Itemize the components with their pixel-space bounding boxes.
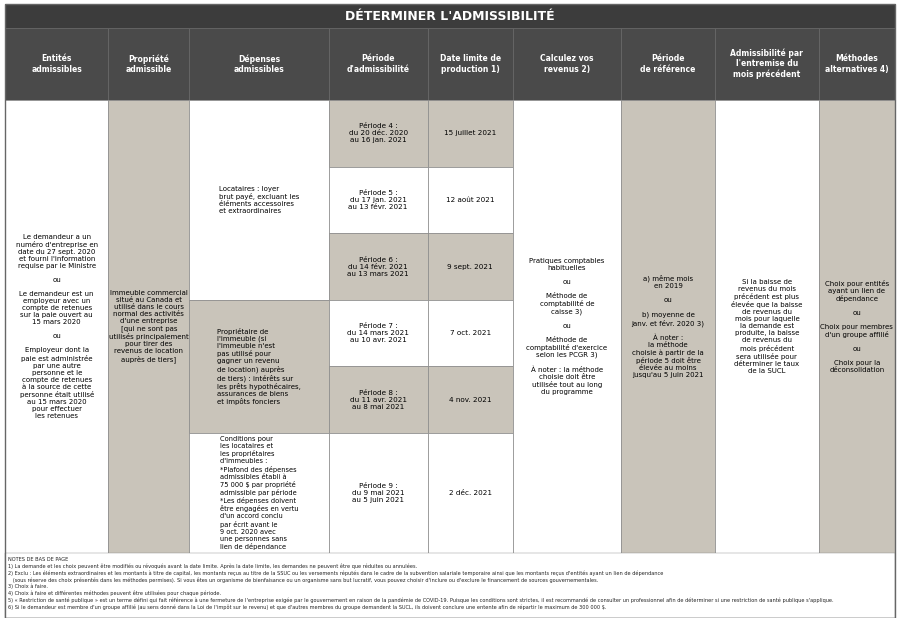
Text: 4 nov. 2021: 4 nov. 2021: [449, 397, 491, 403]
Bar: [328, 167, 428, 233]
Bar: [428, 366, 513, 433]
Text: Période
de référence: Période de référence: [640, 54, 696, 74]
Text: Propriétaire de
l'immeuble (si
l'immeuble n'est
pas utilisé pour
gagner un reven: Propriétaire de l'immeuble (si l'immeubl…: [217, 328, 301, 405]
Text: NOTES DE BAS DE PAGE
1) La demande et les choix peuvent être modifiés ou révoqué: NOTES DE BAS DE PAGE 1) La demande et le…: [8, 557, 833, 610]
Bar: [108, 28, 189, 100]
Bar: [428, 233, 513, 300]
Bar: [5, 28, 108, 100]
Bar: [189, 100, 328, 300]
Bar: [621, 100, 716, 553]
Text: Si la baisse de
revenus du mois
précédent est plus
élevée que la baisse
de reven: Si la baisse de revenus du mois précéden…: [731, 279, 803, 374]
Text: DÉTERMINER L'ADMISSIBILITÉ: DÉTERMINER L'ADMISSIBILITÉ: [346, 9, 554, 22]
Text: Immeuble commercial
situé au Canada et
utilisé dans le cours
normal des activité: Immeuble commercial situé au Canada et u…: [109, 290, 189, 363]
Text: Méthodes
alternatives 4): Méthodes alternatives 4): [825, 54, 888, 74]
Text: Choix pour entités
ayant un lien de
dépendance

ou

Choix pour membres
d'un grou: Choix pour entités ayant un lien de dépe…: [821, 280, 893, 373]
Text: 7 oct. 2021: 7 oct. 2021: [450, 330, 491, 336]
Bar: [189, 300, 328, 433]
Bar: [513, 100, 621, 553]
Bar: [189, 433, 328, 553]
Bar: [819, 28, 895, 100]
Bar: [428, 100, 513, 167]
Bar: [513, 28, 621, 100]
Bar: [819, 100, 895, 553]
Bar: [5, 100, 108, 553]
Bar: [716, 28, 819, 100]
Text: Conditions pour
les locataires et
les propriétaires
d'immeubles :
*Plafond des d: Conditions pour les locataires et les pr…: [220, 436, 298, 550]
Bar: [5, 4, 895, 28]
Bar: [189, 28, 328, 100]
Text: Locataires : loyer
brut payé, excluant les
éléments accessoires
et extraordinair: Locataires : loyer brut payé, excluant l…: [219, 186, 299, 214]
Bar: [428, 300, 513, 366]
Text: 2 déc. 2021: 2 déc. 2021: [449, 490, 491, 496]
Bar: [108, 100, 189, 553]
Bar: [328, 433, 428, 553]
Text: Le demandeur a un
numéro d'entreprise en
date du 27 sept. 2020
et fourni l'infor: Le demandeur a un numéro d'entreprise en…: [15, 234, 98, 419]
Text: Propriété
admissible: Propriété admissible: [126, 54, 172, 74]
Bar: [328, 300, 428, 366]
Bar: [621, 28, 716, 100]
Bar: [428, 28, 513, 100]
Text: Admissibilité par
l'entremise du
mois précédent: Admissibilité par l'entremise du mois pr…: [731, 49, 804, 80]
Text: Période 9 :
du 9 mai 2021
au 5 juin 2021: Période 9 : du 9 mai 2021 au 5 juin 2021: [352, 483, 404, 503]
Bar: [328, 366, 428, 433]
Bar: [328, 28, 428, 100]
Text: Date limite de
production 1): Date limite de production 1): [440, 54, 500, 74]
Text: Pratiques comptables
habituelles

ou

Méthode de
comptabilité de
caisse 3)

ou

: Pratiques comptables habituelles ou Méth…: [526, 258, 608, 395]
Bar: [328, 100, 428, 167]
Text: Période 5 :
du 17 jan. 2021
au 13 févr. 2021: Période 5 : du 17 jan. 2021 au 13 févr. …: [348, 190, 408, 210]
Text: Entités
admissibles: Entités admissibles: [32, 54, 82, 74]
Text: Période
d'admissibilité: Période d'admissibilité: [346, 54, 410, 74]
Text: Calculez vos
revenus 2): Calculez vos revenus 2): [540, 54, 594, 74]
Bar: [716, 100, 819, 553]
Text: Période 7 :
du 14 mars 2021
au 10 avr. 2021: Période 7 : du 14 mars 2021 au 10 avr. 2…: [347, 323, 409, 343]
Bar: [428, 167, 513, 233]
Text: 15 juillet 2021: 15 juillet 2021: [444, 130, 497, 137]
Text: 9 sept. 2021: 9 sept. 2021: [447, 263, 493, 269]
Text: Période 8 :
du 11 avr. 2021
au 8 mai 2021: Période 8 : du 11 avr. 2021 au 8 mai 202…: [349, 390, 407, 410]
Bar: [428, 433, 513, 553]
Bar: [328, 233, 428, 300]
Text: Période 6 :
du 14 févr. 2021
au 13 mars 2021: Période 6 : du 14 févr. 2021 au 13 mars …: [347, 256, 409, 276]
Bar: [5, 553, 895, 618]
Text: 12 août 2021: 12 août 2021: [446, 197, 494, 203]
Text: a) même mois
en 2019

ou

b) moyenne de
janv. et févr. 2020 3)

À noter :
la mét: a) même mois en 2019 ou b) moyenne de ja…: [632, 275, 705, 378]
Text: Période 4 :
du 20 déc. 2020
au 16 jan. 2021: Période 4 : du 20 déc. 2020 au 16 jan. 2…: [348, 124, 408, 143]
Text: Dépenses
admissibles: Dépenses admissibles: [234, 54, 284, 74]
